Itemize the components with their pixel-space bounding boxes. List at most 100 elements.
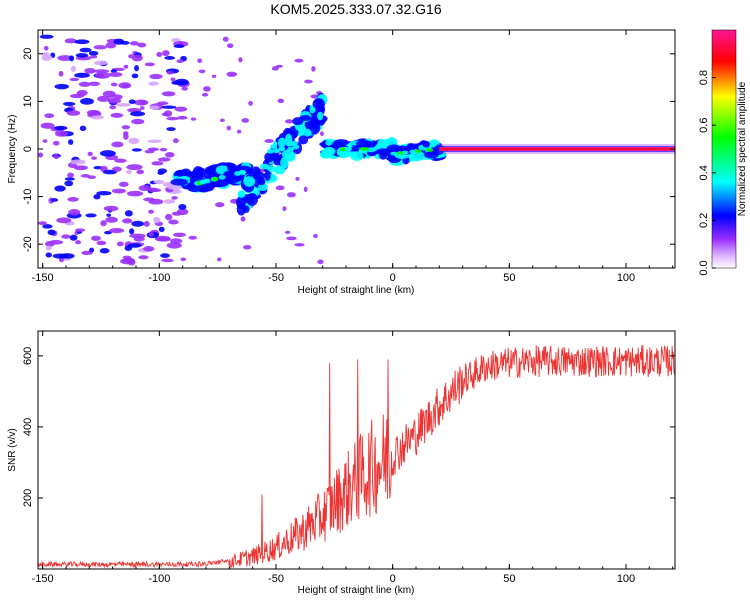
snr-panel: -150 -100 -50 0 50 100 200 400 600 Height of st…: [7, 330, 676, 596]
noise-speckle: [161, 105, 177, 109]
noise-speckle: [88, 110, 102, 117]
noise-speckle: [93, 45, 107, 50]
noise-speckle: [107, 98, 122, 104]
snr-x-tick-label: -150: [32, 573, 54, 585]
snr-x-ticks: -150 -100 -50 0 50 100: [32, 331, 674, 585]
noise-speckle: [170, 77, 176, 82]
noise-speckle: [75, 53, 89, 58]
noise-speckle: [120, 40, 130, 45]
noise-speckle: [236, 129, 242, 134]
signal-streak: [243, 176, 256, 187]
noise-speckle: [174, 106, 188, 112]
noise-speckle: [42, 224, 53, 229]
noise-speckle: [134, 99, 149, 106]
snr-x-tick-label: 100: [617, 573, 635, 585]
noise-speckle: [176, 59, 184, 64]
noise-speckle: [43, 46, 49, 51]
noise-speckle: [311, 66, 316, 72]
signal-core-band: [409, 149, 417, 154]
noise-speckle: [85, 213, 97, 218]
spectrogram-x-tick-label: 100: [617, 272, 635, 284]
colorbar-label: Normalized spectral amplitude: [737, 81, 748, 216]
noise-speckle: [211, 74, 217, 79]
signal-cluster-low: [227, 165, 237, 172]
noise-speckle: [75, 240, 82, 245]
noise-speckle: [215, 202, 225, 208]
noise-speckle: [166, 70, 174, 75]
noise-speckle: [90, 115, 105, 120]
signal-core-mid: [272, 148, 280, 154]
signal-core-low: [199, 179, 207, 185]
noise-speckle: [74, 39, 90, 45]
noise-speckle: [39, 34, 54, 39]
noise-speckle: [54, 125, 68, 131]
noise-speckle: [45, 245, 52, 251]
spectrogram-y-label: Frequency (Hz): [7, 115, 18, 184]
noise-speckle: [105, 42, 117, 49]
noise-speckle: [148, 231, 154, 237]
noise-speckle: [54, 130, 68, 137]
noise-speckle: [96, 240, 107, 246]
noise-speckle: [123, 133, 129, 140]
spectrogram-y-tick-label: 20: [22, 48, 34, 60]
noise-speckle: [69, 77, 80, 82]
noise-speckle: [88, 81, 101, 86]
noise-speckle: [177, 81, 187, 86]
snr-x-tick-label: -100: [148, 573, 170, 585]
noise-speckle: [178, 203, 187, 210]
noise-speckle: [78, 81, 91, 87]
spectrogram-y-tick-label: 10: [22, 95, 34, 107]
noise-speckle: [100, 220, 107, 227]
noise-speckle: [41, 54, 53, 61]
noise-speckle: [172, 138, 179, 144]
noise-speckle: [167, 184, 183, 191]
noise-speckle: [155, 235, 171, 242]
signal-streak: [280, 156, 289, 169]
noise-speckle: [171, 196, 178, 200]
noise-speckle: [166, 242, 182, 249]
noise-speckle: [173, 232, 187, 237]
noise-speckle: [180, 257, 187, 262]
noise-speckle: [138, 185, 152, 192]
noise-speckle: [124, 245, 133, 251]
noise-speckle: [64, 38, 77, 44]
noise-speckle: [58, 70, 64, 77]
noise-speckle: [128, 99, 136, 104]
noise-speckle: [54, 83, 69, 90]
noise-speckle: [124, 210, 133, 217]
noise-speckle: [147, 139, 162, 143]
spectrogram-x-tick-label: -50: [268, 272, 284, 284]
noise-speckle: [148, 209, 154, 214]
noise-speckle: [190, 117, 197, 121]
snr-y-tick-label: 200: [22, 489, 34, 507]
noise-speckle: [111, 188, 126, 194]
noise-speckle: [139, 106, 145, 110]
snr-background: [38, 331, 675, 569]
snr-marks: [37, 345, 676, 569]
colorbar-tick-label: 0.8: [698, 70, 710, 85]
noise-speckle: [64, 180, 74, 187]
noise-speckle: [88, 50, 99, 56]
signal-band: [424, 151, 439, 159]
noise-speckle: [148, 81, 159, 86]
colorbar-tick-label: 0.4: [698, 165, 710, 180]
signal-core-mid: [266, 148, 274, 154]
noise-speckle: [165, 213, 173, 221]
noise-speckle: [144, 62, 155, 67]
noise-speckle: [99, 248, 110, 254]
noise-speckle: [226, 43, 234, 49]
noise-speckle: [181, 86, 189, 91]
signal-streak: [273, 165, 286, 175]
noise-speckle: [102, 90, 116, 98]
noise-speckle: [171, 211, 183, 216]
noise-speckle: [118, 181, 129, 187]
noise-speckle: [57, 55, 74, 61]
noise-speckle: [161, 91, 176, 97]
signal-cluster-low: [195, 167, 207, 178]
signal-band: [422, 140, 431, 148]
signal-streak: [259, 163, 270, 170]
signal-cluster-low: [222, 170, 237, 181]
noise-speckle: [313, 233, 318, 239]
noise-speckle: [222, 36, 229, 42]
